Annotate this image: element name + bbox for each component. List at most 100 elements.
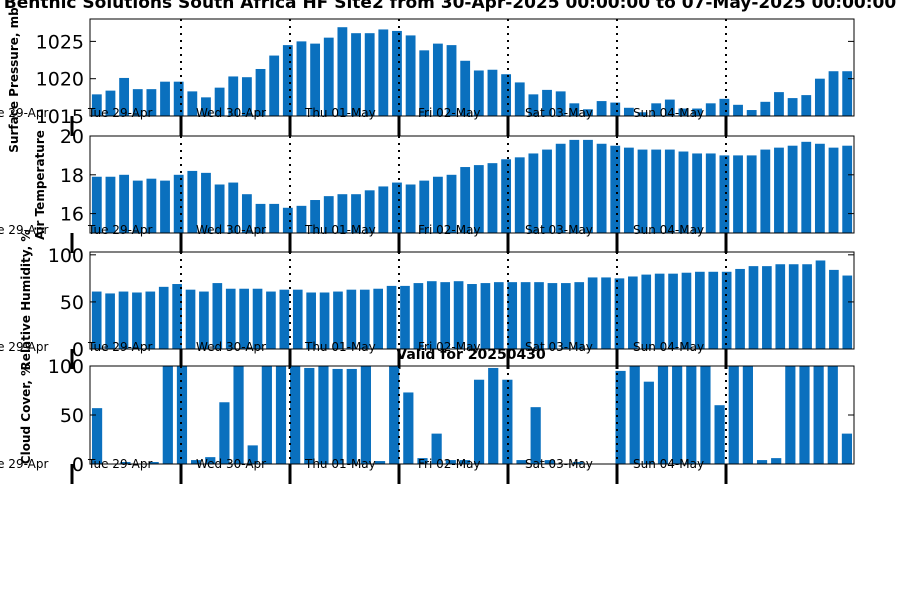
plot-frame: [89, 135, 855, 234]
bar: [728, 366, 739, 464]
bar: [705, 103, 716, 116]
bar: [787, 145, 798, 233]
bar: [774, 147, 784, 233]
bar: [814, 78, 825, 116]
x-tick-label: Wed 30-Apr: [196, 457, 266, 471]
bar: [829, 269, 839, 349]
bar: [678, 151, 689, 233]
bar: [574, 282, 585, 349]
bar: [158, 286, 169, 349]
bar: [228, 76, 239, 116]
bar: [279, 289, 290, 349]
bar: [269, 55, 280, 116]
bar: [360, 366, 371, 464]
bar: [119, 77, 130, 116]
bar: [310, 200, 321, 233]
bar: [657, 366, 669, 464]
y-tick-label: 16: [60, 204, 84, 226]
bar: [733, 155, 743, 233]
bar: [686, 366, 697, 464]
bar: [319, 292, 330, 349]
bar: [762, 266, 772, 349]
bar: [187, 91, 198, 116]
bar: [514, 157, 525, 233]
bar: [760, 149, 771, 233]
bar: [692, 108, 703, 116]
bar: [119, 174, 130, 233]
y-tick-label: 50: [60, 292, 84, 314]
bar: [827, 366, 838, 464]
bar: [695, 271, 705, 349]
bar: [573, 462, 584, 464]
bar: [431, 433, 442, 464]
bar: [91, 176, 102, 233]
bar: [771, 458, 782, 464]
bar: [733, 104, 743, 116]
bar: [364, 190, 375, 233]
plot-frame: [89, 251, 855, 350]
bar: [173, 174, 184, 233]
bar: [201, 172, 211, 233]
bar: [364, 33, 375, 116]
bar: [583, 109, 593, 116]
bar: [760, 101, 771, 116]
bar: [460, 60, 471, 116]
bar: [742, 366, 753, 464]
y-tick-label: 1025: [36, 31, 84, 53]
y-axis-label: Air Temperature: [33, 130, 47, 240]
bar: [392, 182, 402, 233]
bar: [261, 366, 272, 464]
x-tick-label: Sun 04-May: [633, 457, 704, 471]
bar: [641, 274, 652, 349]
bar: [516, 460, 527, 464]
bar: [304, 367, 315, 464]
bar: [446, 45, 457, 117]
bar: [413, 283, 424, 349]
bar: [583, 139, 593, 233]
bar: [306, 292, 316, 349]
bar: [225, 288, 236, 349]
y-tick-label: 50: [60, 405, 84, 427]
bar: [547, 283, 558, 349]
bar: [623, 107, 634, 116]
bar: [282, 207, 293, 233]
bar: [400, 285, 410, 349]
y-tick-label: 0: [72, 454, 84, 476]
bar: [374, 461, 386, 464]
bar: [487, 69, 498, 116]
bar: [748, 266, 759, 349]
plot-frame: [89, 365, 855, 465]
bar: [91, 94, 102, 116]
bar: [432, 43, 443, 117]
bar: [239, 288, 249, 349]
bar: [587, 277, 598, 349]
bar: [241, 194, 252, 233]
x-tick-label: Thu 01-May: [304, 340, 376, 354]
x-tick-label: Sat 03-May: [525, 223, 593, 237]
x-tick-label: Tue 29-Apr: [87, 223, 152, 237]
bar: [310, 43, 321, 117]
bar: [333, 291, 343, 349]
bar: [555, 91, 566, 116]
bar: [445, 460, 456, 464]
bar: [275, 366, 287, 464]
x-tick-label: Tue 29-Apr: [0, 340, 48, 354]
bar: [801, 95, 812, 116]
bar: [148, 462, 159, 464]
bar: [596, 143, 607, 233]
bar: [255, 203, 266, 233]
x-tick-label: Thu 01-May: [304, 223, 376, 237]
bar: [719, 98, 730, 116]
bar: [542, 89, 552, 116]
bar: [426, 281, 437, 349]
bar: [440, 282, 451, 349]
plot-frame: [89, 18, 855, 117]
bar: [132, 292, 142, 349]
bar: [91, 408, 103, 464]
bar: [664, 149, 675, 233]
bar: [664, 99, 675, 116]
bar: [842, 145, 853, 233]
